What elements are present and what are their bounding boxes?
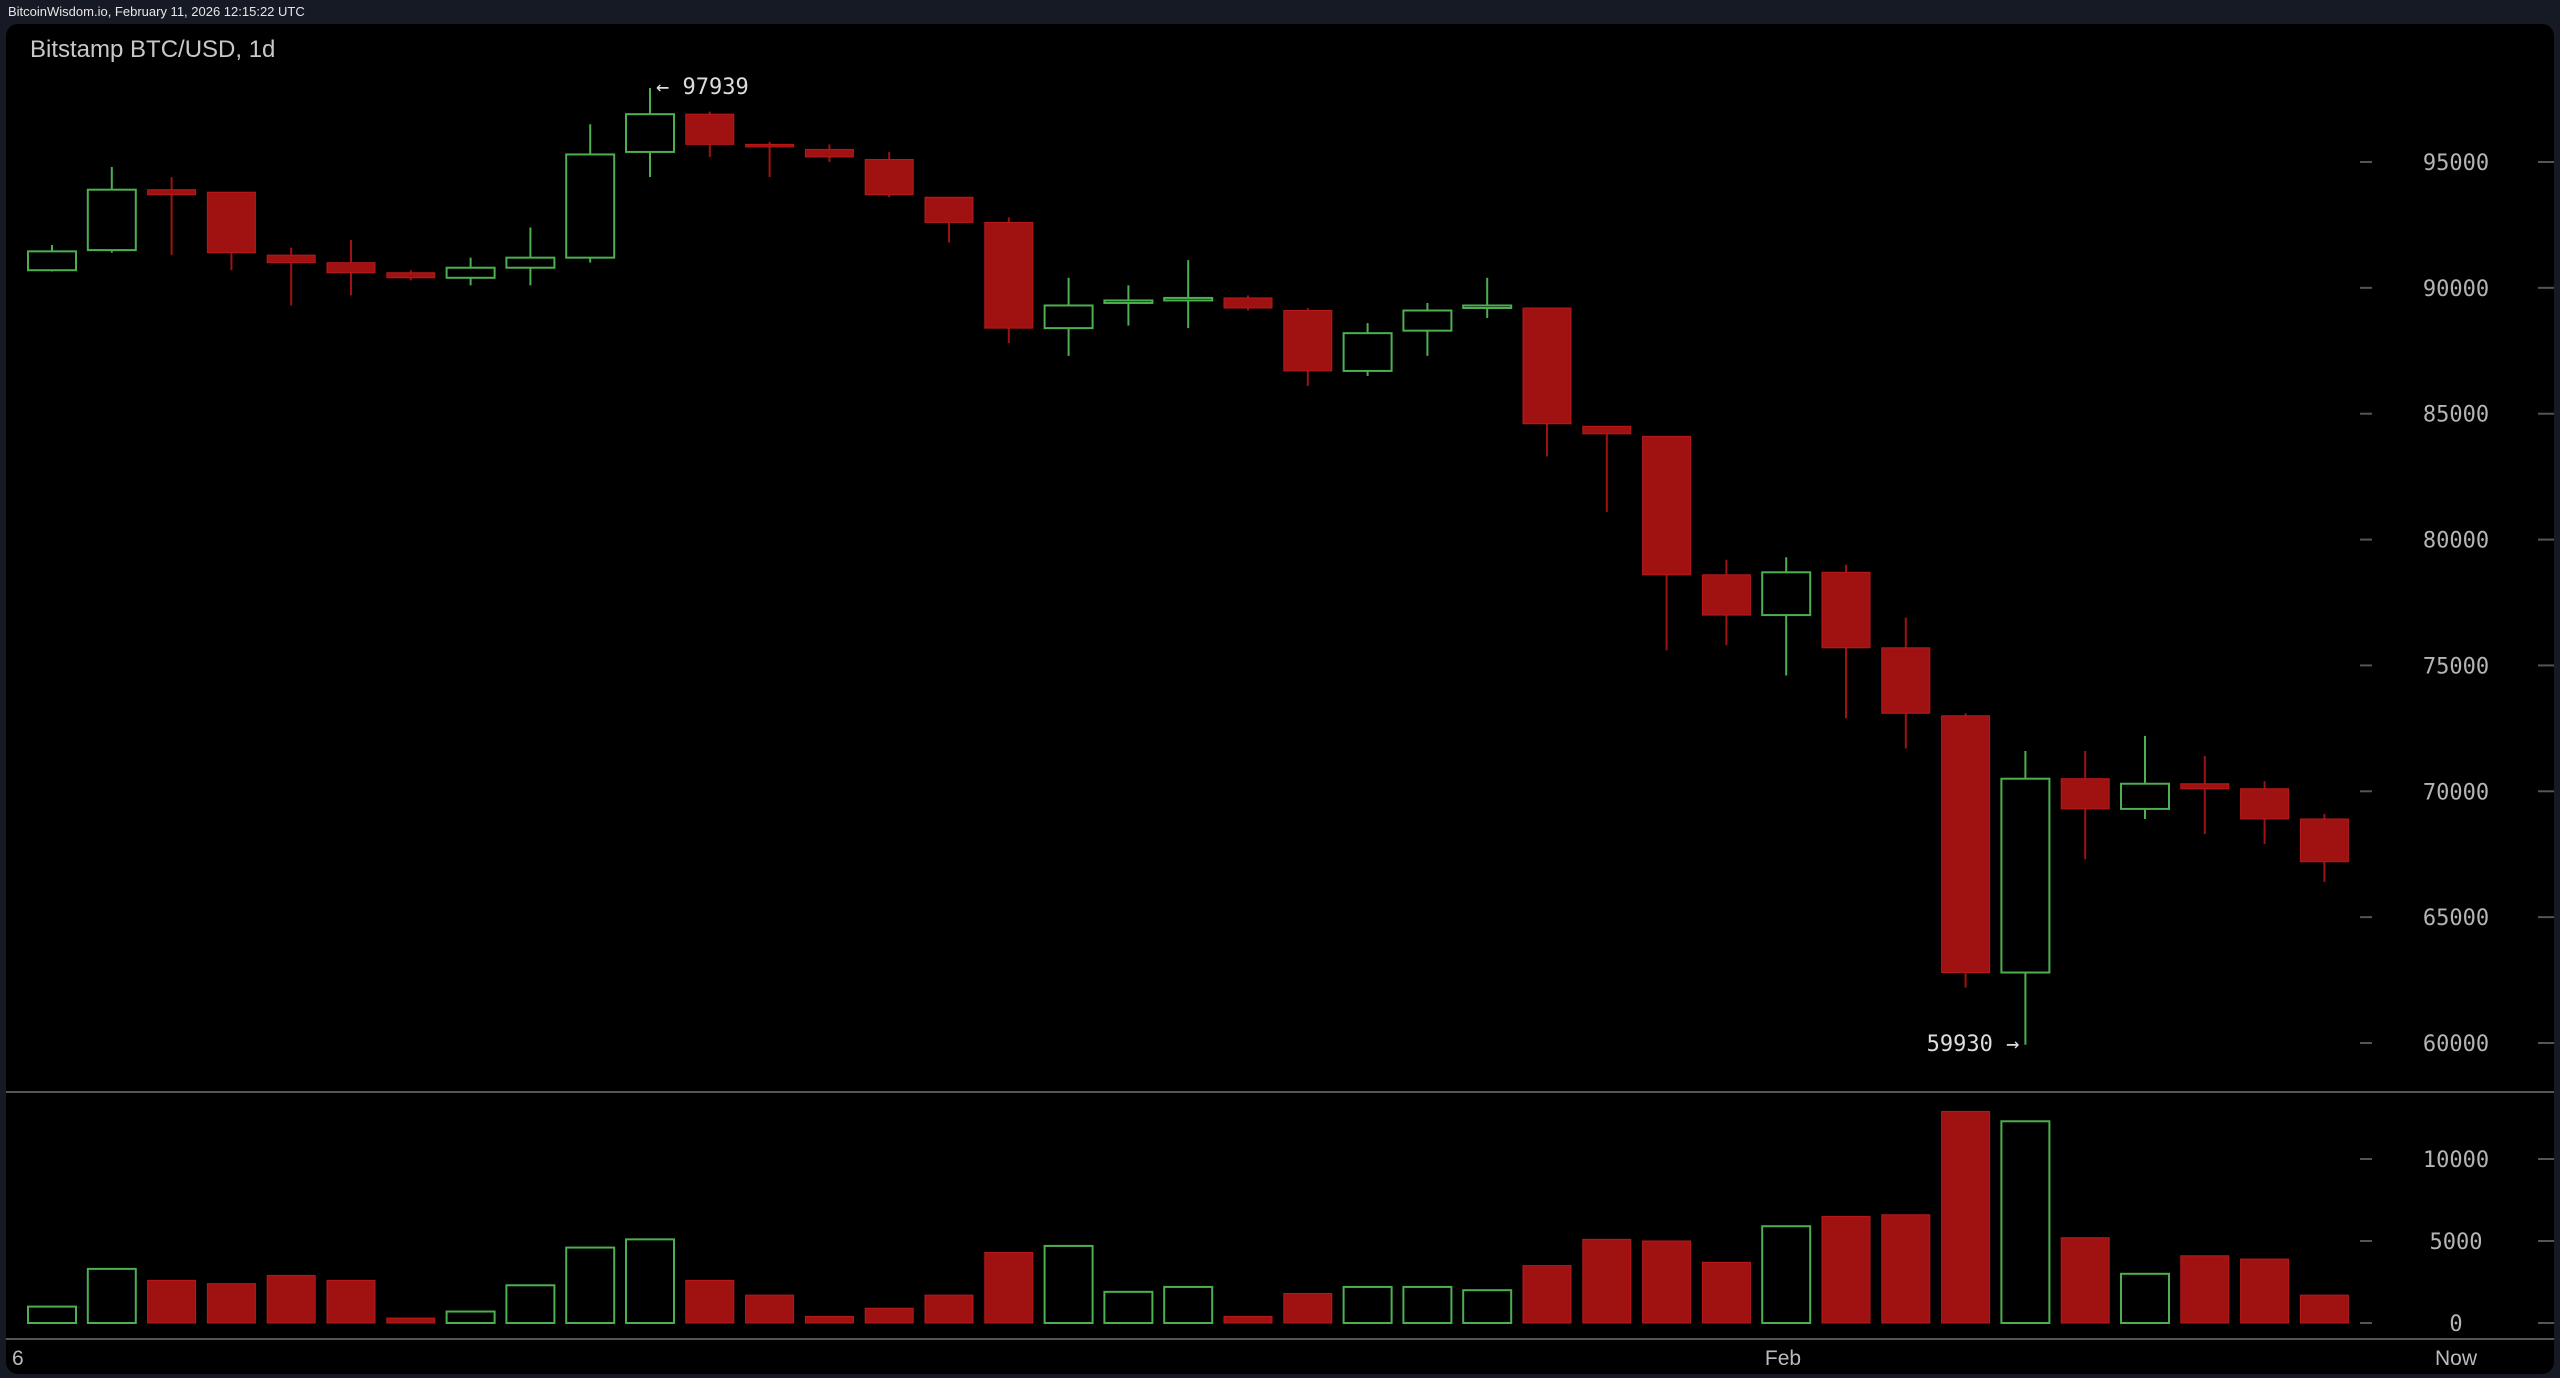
price-tick-label: 70000 xyxy=(2423,780,2489,805)
volume-bar-down xyxy=(1941,1110,1991,1324)
volume-bar-up xyxy=(1163,1285,1214,1325)
x-axis-label: Now xyxy=(2435,1347,2478,1370)
price-tick-label: 80000 xyxy=(2423,529,2489,554)
candle-body-down xyxy=(326,262,376,274)
volume-bar-down xyxy=(685,1279,735,1324)
volume-bar-down xyxy=(804,1315,854,1324)
candle-body-up xyxy=(1163,296,1214,302)
candle-body-down xyxy=(1941,715,1991,974)
candle-body-up xyxy=(1043,304,1094,330)
volume-bar-down xyxy=(2299,1294,2349,1324)
candle-body-up xyxy=(625,113,675,153)
candle-body-down xyxy=(924,196,974,223)
volume-bar-up xyxy=(1103,1290,1154,1324)
volume-bar-down xyxy=(326,1279,376,1324)
candle-body-up xyxy=(27,250,77,272)
candle-body-down xyxy=(1701,574,1751,616)
candle-body-up xyxy=(1342,332,1393,372)
volume-bar-down xyxy=(2060,1237,2110,1324)
price-tick-label: 85000 xyxy=(2423,403,2489,428)
candle-body-down xyxy=(1642,435,1692,576)
volume-tick-label: 5000 xyxy=(2430,1230,2483,1255)
price-tick-label: 95000 xyxy=(2423,151,2489,176)
volume-bar-down xyxy=(147,1279,197,1324)
volume-tick-label: 0 xyxy=(2449,1312,2462,1337)
candle-body-down xyxy=(2299,818,2349,863)
volume-bar-down xyxy=(1223,1315,1273,1324)
volume-bar-down xyxy=(984,1251,1034,1324)
volume-bar-up xyxy=(1462,1289,1513,1324)
volume-bar-down xyxy=(1701,1261,1751,1324)
volume-bar-up xyxy=(1761,1225,1812,1324)
candle-body-up xyxy=(1402,309,1453,332)
candle-body-down xyxy=(1522,307,1572,425)
high-annotation: ← 97939 xyxy=(656,75,749,100)
candle-body-down xyxy=(745,143,795,148)
volume-bar-up xyxy=(1043,1244,1094,1325)
candle-body-down xyxy=(147,189,197,196)
candle-body-down xyxy=(2180,783,2230,790)
candle-body-down xyxy=(984,221,1034,329)
candlestick-chart: 6000065000700007500080000850009000095000… xyxy=(6,75,2554,1370)
candle-body-down xyxy=(206,191,256,254)
source-timestamp: BitcoinWisdom.io, February 11, 2026 12:1… xyxy=(0,0,2560,24)
price-tick-label: 90000 xyxy=(2423,277,2489,302)
price-tick-label: 75000 xyxy=(2423,654,2489,679)
price-tick-label: 60000 xyxy=(2423,1032,2489,1057)
volume-bar-down xyxy=(1881,1214,1931,1324)
volume-bar-up xyxy=(505,1284,556,1325)
candle-body-up xyxy=(1103,299,1154,304)
volume-bar-up xyxy=(86,1267,137,1325)
volume-bar-up xyxy=(2000,1120,2051,1325)
volume-bar-up xyxy=(445,1310,496,1325)
chart-title: Bitstamp BTC/USD, 1d xyxy=(30,36,276,63)
volume-bar-down xyxy=(386,1317,436,1324)
volume-bar-up xyxy=(2120,1272,2170,1325)
low-annotation: 59930 → xyxy=(1927,1032,2020,1057)
volume-bar-down xyxy=(1642,1240,1692,1324)
candle-body-up xyxy=(565,153,616,259)
x-axis-label: 6 xyxy=(12,1347,24,1370)
candle-body-up xyxy=(445,266,496,279)
volume-bar-up xyxy=(27,1305,77,1324)
candle-body-up xyxy=(505,256,556,269)
candle-body-down xyxy=(685,113,735,145)
x-axis-label: Feb xyxy=(1765,1347,1801,1370)
candle-body-up xyxy=(2000,777,2051,974)
volume-bar-down xyxy=(924,1294,974,1324)
candle-body-down xyxy=(386,272,436,279)
candle-body-down xyxy=(1582,425,1632,435)
candle-body-down xyxy=(1881,647,1931,714)
candle-body-up xyxy=(1761,571,1812,617)
volume-tick-label: 10000 xyxy=(2423,1148,2489,1173)
volume-bar-down xyxy=(2180,1255,2230,1324)
volume-bar-down xyxy=(1582,1238,1632,1324)
candle-body-down xyxy=(2240,788,2290,820)
volume-bar-down xyxy=(1821,1215,1871,1324)
volume-bar-down xyxy=(864,1307,914,1324)
volume-bar-down xyxy=(266,1274,316,1324)
candle-body-up xyxy=(86,188,137,252)
candle-body-down xyxy=(804,148,854,158)
volume-bar-down xyxy=(745,1294,795,1324)
candle-body-down xyxy=(864,158,914,196)
volume-bar-down xyxy=(1522,1265,1572,1324)
price-tick-label: 65000 xyxy=(2423,906,2489,931)
candle-body-down xyxy=(1223,297,1273,309)
chart-panel: 60000 65000 70000 75000 80000 85000 90000 95000… xyxy=(6,24,2554,1374)
candle-body-down xyxy=(1283,310,1333,372)
candle-body-up xyxy=(2120,782,2170,810)
volume-bar-down xyxy=(206,1283,256,1324)
candle-body-down xyxy=(1821,571,1871,649)
volume-bar-down xyxy=(1283,1292,1333,1324)
candle-body-down xyxy=(266,254,316,264)
volume-bar-up xyxy=(1342,1285,1393,1325)
volume-bar-down xyxy=(2240,1258,2290,1324)
candle-body-down xyxy=(2060,778,2110,810)
volume-bar-up xyxy=(625,1238,675,1324)
volume-bar-up xyxy=(1402,1285,1453,1325)
candle-body-up xyxy=(1462,304,1513,309)
volume-bar-up xyxy=(565,1246,616,1325)
